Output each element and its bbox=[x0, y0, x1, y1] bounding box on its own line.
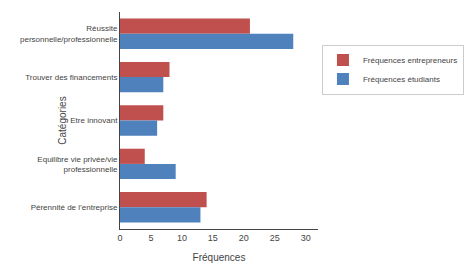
svg-text:25: 25 bbox=[270, 233, 280, 243]
svg-text:Etre innovant: Etre innovant bbox=[70, 116, 118, 125]
svg-text:Trouver des financements: Trouver des financements bbox=[25, 73, 117, 82]
svg-text:Réussitepersonnelle/profession: Réussitepersonnelle/professionnelle bbox=[20, 24, 118, 43]
svg-text:Catégories: Catégories bbox=[57, 96, 68, 144]
svg-text:5: 5 bbox=[148, 233, 153, 243]
svg-text:20: 20 bbox=[239, 233, 249, 243]
svg-text:Fréquences: Fréquences bbox=[193, 252, 246, 263]
svg-text:30: 30 bbox=[301, 233, 311, 243]
svg-text:15: 15 bbox=[208, 233, 218, 243]
svg-text:Fréquences entrepreneurs: Fréquences entrepreneurs bbox=[363, 56, 457, 65]
svg-text:0: 0 bbox=[117, 233, 122, 243]
svg-text:Pérennité de l’entreprise: Pérennité de l’entreprise bbox=[31, 203, 118, 212]
svg-text:Fréquences étudiants: Fréquences étudiants bbox=[363, 75, 440, 84]
svg-text:Equilibre vie privée/vieprofes: Equilibre vie privée/vieprofessionnelle bbox=[37, 155, 118, 174]
svg-text:10: 10 bbox=[177, 233, 187, 243]
